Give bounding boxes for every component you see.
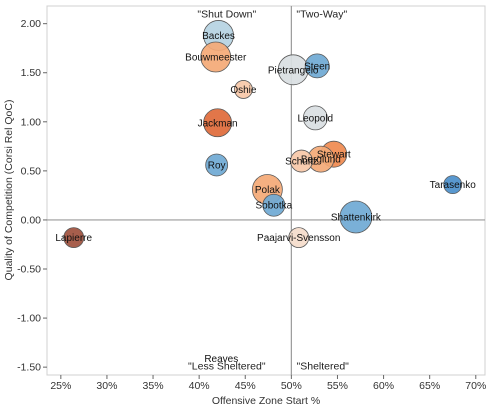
x-tick-label: 55% — [327, 380, 348, 392]
point-label: Lapierre — [55, 233, 92, 244]
x-tick-label: 70% — [465, 380, 486, 392]
quadrant-label: "Less Sheltered" — [188, 361, 266, 373]
data-point — [200, 41, 232, 73]
y-tick-label: 0.50 — [21, 165, 42, 177]
data-point — [234, 80, 253, 99]
quadrant-labels: "Shut Down" "Two-Way" "Less Sheltered" "She… — [188, 8, 349, 372]
quadrant-label: "Two-Way" — [296, 8, 347, 20]
point-label: Pietrangelo — [268, 65, 319, 76]
point-label: Sobotka — [255, 201, 292, 212]
x-tick-label: 60% — [373, 380, 394, 392]
point-label: Bouwmeester — [185, 53, 247, 64]
y-axis-title: Quality of Competition (Corsi Rel QoC) — [3, 100, 15, 281]
data-point — [302, 105, 328, 131]
data-points — [63, 20, 463, 249]
data-point — [304, 53, 330, 79]
y-axis-ticks: 2.00 1.50 1.00 0.50 0.00 -0.50 -1.00 -1.50 — [17, 18, 47, 374]
data-point — [262, 193, 286, 217]
point-label: Polak — [255, 185, 281, 196]
point-label: Shattenkirk — [331, 212, 382, 223]
point-label: Roy — [208, 160, 226, 171]
y-tick-label: 2.00 — [21, 18, 42, 30]
data-point — [203, 108, 232, 138]
x-axis-ticks: 25% 30% 35% 40% 45% 50% 55% 60% 65% 70% — [50, 375, 486, 392]
quadrant-label: "Shut Down" — [197, 8, 256, 20]
point-label: Steen — [304, 61, 330, 72]
point-label: Berglund — [301, 155, 341, 166]
point-label: Oshie — [230, 85, 257, 96]
data-point — [63, 227, 85, 249]
point-label: Reaves — [204, 354, 238, 365]
point-label: Schultz — [285, 157, 318, 168]
data-point — [443, 175, 463, 195]
x-tick-label: 35% — [143, 380, 164, 392]
data-point — [288, 227, 310, 249]
x-tick-label: 50% — [281, 380, 302, 392]
quadrant-label: "Sheltered" — [297, 361, 350, 373]
x-tick-label: 45% — [235, 380, 256, 392]
point-label: Backes — [202, 31, 235, 42]
point-label: Paajarvi-Svensson — [257, 233, 340, 244]
point-label: Leopold — [298, 113, 334, 124]
y-tick-label: 1.00 — [21, 116, 42, 128]
y-tick-label: -1.00 — [17, 313, 41, 325]
y-tick-label: 1.50 — [21, 67, 42, 79]
y-tick-label: 0.00 — [21, 214, 42, 226]
x-tick-label: 30% — [96, 380, 117, 392]
x-tick-label: 40% — [189, 380, 210, 392]
point-label: Jackman — [198, 118, 238, 129]
y-tick-label: -1.50 — [17, 362, 41, 374]
data-point — [290, 149, 313, 173]
point-label: Tarasenko — [430, 180, 477, 191]
x-tick-label: 65% — [419, 380, 440, 392]
point-label: Stewart — [317, 150, 351, 161]
data-point — [339, 200, 373, 234]
y-tick-label: -0.50 — [17, 264, 41, 276]
x-tick-label: 25% — [50, 380, 71, 392]
data-point — [205, 153, 229, 177]
x-axis-title: Offensive Zone Start % — [212, 395, 320, 407]
